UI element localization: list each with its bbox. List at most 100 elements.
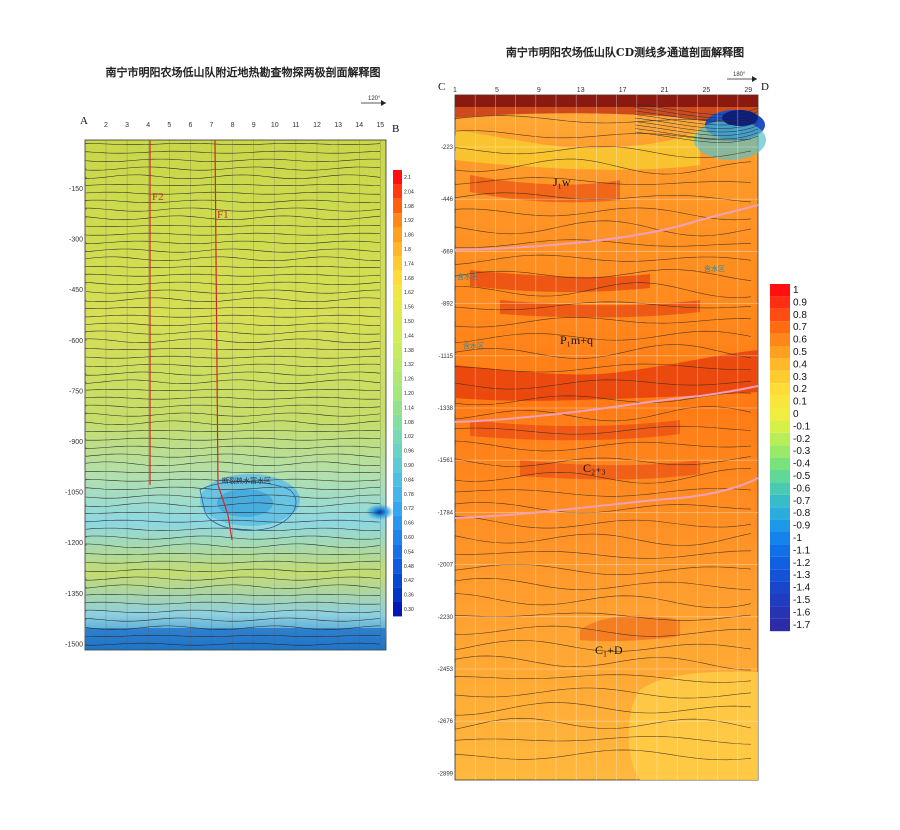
left-contour-line [85,348,381,350]
right-title: 南宁市明阳农场低山队CD测线多通道剖面解释图 [506,45,744,59]
left-legend-label: 1.92 [404,218,414,224]
right-y-tick: -2230 [438,615,454,621]
right-legend-swatch [770,507,790,520]
right-grid [455,95,758,780]
right-legend-label: -1.3 [793,570,811,581]
left-legend-label: 0.36 [404,593,414,599]
left-contour-line [85,273,381,277]
right-contour-line [454,425,752,435]
left-legend-label: 1.14 [404,405,414,411]
right-legend-label: -1.4 [793,583,811,594]
left-contour-line [85,240,381,244]
left-y-tick: -1500 [65,641,83,648]
right-x-tick: 13 [577,87,585,94]
right-contour-line [634,124,759,136]
left-contour-line [85,535,381,540]
right-y-tick: -1784 [438,510,454,516]
fault-f1-line [214,139,219,486]
left-legend-label: 1.8 [404,247,411,253]
left-legend-swatch [393,299,402,314]
right-legend-label: 0.5 [793,347,807,358]
left-legend-swatch [393,414,402,430]
left-y-tick: -1200 [65,540,83,547]
right-legend-label: -0.7 [793,496,811,507]
left-contour-line [85,494,380,499]
left-contour-line [85,560,380,564]
left-y-tick: -450 [69,287,83,294]
left-x-tick: 8 [231,122,235,129]
left-x-tick: 12 [313,122,321,129]
right-legend-swatch [770,618,790,632]
right-contour-line [454,406,752,422]
right-legend-swatch [770,408,790,421]
right-legend-swatch [770,581,790,594]
right-x-tick: 25 [703,87,711,94]
left-legend-label: 0.30 [404,607,414,613]
right-legend-swatch [770,532,790,545]
left-azimuth: 120° [368,96,381,102]
right-y-tick: -2676 [438,719,454,725]
left-legend-label: 1.32 [404,362,414,368]
right-contour-line [454,146,752,158]
right-contour-line [454,655,752,671]
left-contour-line [85,396,381,400]
left-contour-line [85,184,381,186]
right-contour-line [454,317,752,328]
left-legend-label: 1.44 [404,333,414,339]
right-azimuth-arrow [727,76,757,82]
right-contour-line [454,550,752,559]
left-legend-swatch [393,429,402,444]
right-legend-swatch [770,346,790,359]
left-contour-line [85,207,381,212]
left-legend-swatch [393,458,402,473]
left-contour-line [85,437,381,441]
left-legend-swatch [393,544,402,559]
left-legend-label: 0.48 [404,564,414,570]
left-end-label: B [392,123,399,135]
left-legend-label: 1.38 [404,348,414,354]
right-y-tick: -2453 [438,667,454,673]
right-legend-swatch [770,556,790,570]
left-legend-swatch [393,184,402,199]
right-legend-label: -0.9 [793,521,811,532]
left-legend-label: 0.60 [404,535,414,541]
left-azimuth-arrow [361,100,386,106]
right-legend-swatch [770,296,790,309]
left-contour-line [85,445,381,449]
left-contour-line [85,215,381,220]
right-legend-label: -1 [793,533,802,544]
left-title: 南宁市明阳农场低山队附近地热勘查物探两极剖面解释图 [106,65,381,79]
right-x-ticks: 1 5 9 13 17 21 25 29 [453,87,752,94]
left-legend-label: 0.72 [404,506,414,512]
right-legend-label: -1.1 [793,545,811,556]
right-contour-line [454,344,752,359]
unit-p1mq: P₁m+q [560,333,593,347]
left-legend-swatch [393,256,402,271]
left-legend-label: 1.20 [404,391,414,397]
left-legend-swatch [393,530,402,545]
left-contour-line [85,584,381,589]
left-contour-line [85,478,381,482]
left-x-tick: 10 [271,122,279,129]
left-contour-line [85,576,381,581]
right-legend-label: -1.7 [793,620,811,631]
left-x-tick: 15 [376,122,384,129]
right-legend-swatch [770,395,790,408]
left-contour-line [85,232,381,236]
right-contour-line [454,207,752,221]
left-contour-line [85,617,381,622]
right-contour-line [454,440,752,452]
left-contour-line [85,314,381,318]
right-contour-line [454,640,752,652]
left-y-tick: -750 [69,388,83,395]
left-contour-line [85,471,381,473]
left-contour-line [85,420,381,425]
right-contour-line [454,158,752,175]
left-contour-line [85,609,381,613]
left-zone-label: 断裂热水富水区 [222,476,271,485]
unit-c1d: C₁+D [595,643,623,657]
left-x-tick: 13 [334,122,342,129]
right-contour-line [454,577,752,591]
right-y-tick: -1561 [438,458,454,464]
right-legend-swatch [770,445,790,458]
